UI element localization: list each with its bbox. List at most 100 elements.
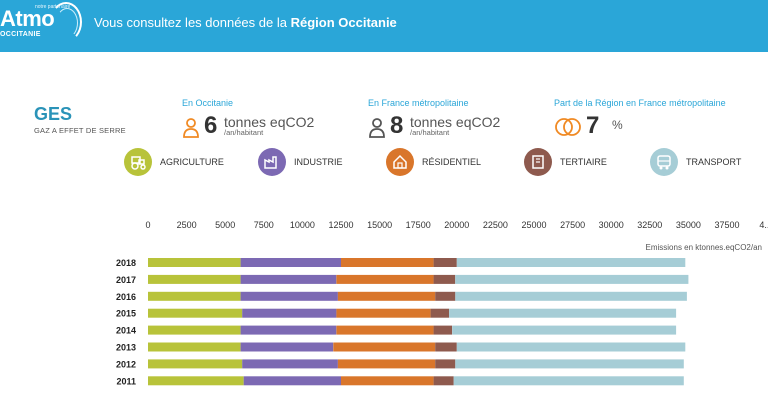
logo-ring-decor-inner: [56, 8, 78, 38]
tractor-icon: [131, 156, 146, 170]
office-icon: [532, 155, 544, 169]
bar-segment-transport[interactable]: [455, 274, 689, 284]
year-label: 2015: [116, 309, 136, 319]
bar-segment-industrie[interactable]: [242, 359, 338, 369]
stat-part-region: Part de la Région en France métropolitai…: [554, 98, 726, 139]
header-prefix: Vous consultez les données de la: [94, 15, 291, 30]
bar-segment-agriculture[interactable]: [148, 325, 241, 335]
x-tick-label: 0: [145, 220, 150, 230]
bar-segment-tertiaire[interactable]: [435, 359, 456, 369]
stat-subunit: /an/habitant: [410, 128, 450, 137]
bar-segment-transport[interactable]: [452, 325, 677, 335]
unit-label: Emissions en ktonnes.eqCO2/an: [645, 243, 762, 252]
top-banner: notre partenaire Atmo OCCITANIE Vous con…: [0, 0, 768, 52]
ges-title: GES: [34, 104, 73, 124]
bar-segment-agriculture[interactable]: [148, 359, 243, 369]
x-tick-label: 20000: [444, 220, 469, 230]
legend-swatch: [386, 148, 414, 176]
logo-ring-decor: [50, 2, 82, 42]
bar-segment-tertiaire[interactable]: [433, 376, 454, 386]
x-tick-label: 25000: [521, 220, 546, 230]
ges-subtitle: GAZ A EFFET DE SERRE: [34, 126, 126, 135]
legend-swatch: [124, 148, 152, 176]
bar-segment-tertiaire[interactable]: [430, 308, 450, 318]
bar-segment-industrie[interactable]: [240, 258, 341, 267]
stat-value: 6: [204, 112, 218, 139]
header-message: Vous consultez les données de la Région …: [94, 15, 397, 30]
bar-segment-agriculture[interactable]: [148, 308, 243, 318]
vehicle-icon: [657, 155, 671, 170]
x-tick-label: 32500: [637, 220, 662, 230]
bar-segment-industrie[interactable]: [240, 291, 338, 301]
overlap-circles-icon: [555, 118, 581, 136]
bar-segment-tertiaire[interactable]: [433, 325, 453, 335]
bar-segment-industrie[interactable]: [240, 342, 334, 352]
bar-segment-résidentiel[interactable]: [341, 376, 434, 386]
stat-label: En Occitanie: [182, 98, 234, 108]
bar-segment-industrie[interactable]: [243, 376, 341, 386]
bar-segment-tertiaire[interactable]: [433, 274, 456, 284]
bar-segment-agriculture[interactable]: [148, 258, 241, 267]
x-tick-label: 7500: [254, 220, 274, 230]
stat-value: 7: [586, 112, 600, 139]
x-tick-label: 15000: [367, 220, 392, 230]
year-label: 2013: [116, 343, 136, 353]
bar-segment-transport[interactable]: [456, 342, 686, 352]
legend-swatch: [258, 148, 286, 176]
logo-text: Atmo: [0, 6, 55, 31]
x-tick-label: 22500: [483, 220, 508, 230]
x-tick-label: 4...: [759, 220, 768, 230]
x-tick-label: 12500: [328, 220, 353, 230]
bar-segment-transport[interactable]: [449, 308, 677, 318]
bar-segment-tertiaire[interactable]: [435, 291, 456, 301]
house-icon: [393, 154, 407, 169]
bar-segment-transport[interactable]: [456, 258, 686, 267]
bar-segment-résidentiel[interactable]: [336, 308, 431, 318]
year-label: 2016: [116, 292, 136, 302]
stat-unit: tonnes eqCO2: [410, 114, 501, 130]
year-label: 2012: [116, 359, 136, 369]
header-region: Région Occitanie: [290, 15, 397, 30]
person-icon: [183, 118, 199, 138]
bar-segment-résidentiel[interactable]: [337, 359, 436, 369]
bar-segment-industrie[interactable]: [240, 274, 337, 284]
bar-segment-tertiaire[interactable]: [435, 342, 457, 352]
bar-segment-résidentiel[interactable]: [333, 342, 436, 352]
bar-segment-tertiaire[interactable]: [433, 258, 457, 267]
stat-france: En France métropolitaine 8 tonnes eqCO2 …: [368, 98, 500, 139]
x-tick-label: 10000: [290, 220, 315, 230]
atmo-logo[interactable]: notre partenaire Atmo OCCITANIE: [0, 0, 82, 52]
legend-swatch: [524, 148, 552, 176]
stat-subunit: /an/habitant: [224, 128, 264, 137]
stat-label: Part de la Région en France métropolitai…: [554, 98, 726, 108]
logo-tagline: notre partenaire: [35, 4, 71, 10]
bar-segment-industrie[interactable]: [242, 308, 337, 318]
bar-segment-agriculture[interactable]: [148, 376, 244, 386]
bar-segment-résidentiel[interactable]: [341, 258, 434, 267]
year-label: 2014: [116, 326, 136, 336]
bar-segment-résidentiel[interactable]: [336, 325, 434, 335]
x-tick-label: 35000: [676, 220, 701, 230]
bar-segment-transport[interactable]: [453, 376, 684, 386]
person-icon: [369, 118, 385, 138]
bar-segment-résidentiel[interactable]: [336, 274, 434, 284]
bar-segment-industrie[interactable]: [240, 325, 337, 335]
legend-label: TERTIAIRE: [560, 157, 607, 167]
bar-segment-transport[interactable]: [455, 291, 687, 301]
stat-occitanie: En Occitanie 6 tonnes eqCO2 /an/habitant: [182, 98, 314, 139]
factory-icon: [264, 156, 277, 169]
legend-label: TRANSPORT: [686, 157, 742, 167]
bar-segment-agriculture[interactable]: [148, 291, 241, 301]
year-label: 2011: [116, 376, 136, 386]
bar-segment-résidentiel[interactable]: [337, 291, 436, 301]
legend-swatch: [650, 148, 678, 176]
bar-segment-transport[interactable]: [455, 359, 684, 369]
bar-segment-agriculture[interactable]: [148, 342, 241, 352]
legend-label: INDUSTRIE: [294, 157, 343, 167]
x-tick-label: 27500: [560, 220, 585, 230]
bar-segment-agriculture[interactable]: [148, 274, 241, 284]
stat-label: En France métropolitaine: [368, 98, 469, 108]
logo-subtext: OCCITANIE: [0, 31, 41, 38]
x-tick-label: 5000: [215, 220, 235, 230]
emissions-chart: 0 2500 5000 7500 10000 12500 15000 17500 20000 22…: [116, 220, 768, 386]
